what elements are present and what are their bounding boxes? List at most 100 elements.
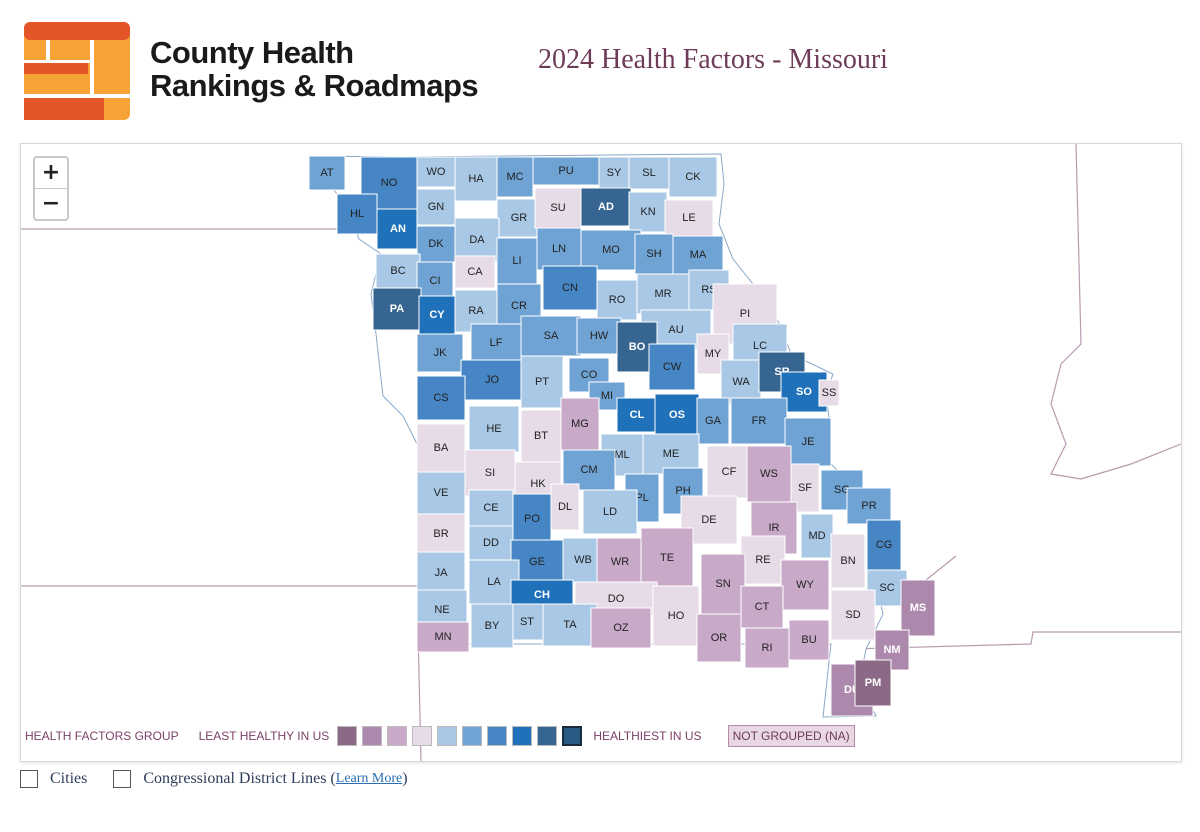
county-shape-wb[interactable] [562, 537, 604, 583]
county-shape-da[interactable] [454, 217, 500, 263]
county-ja[interactable]: JA [416, 551, 466, 595]
county-ri[interactable]: RI [744, 627, 790, 669]
county-md[interactable]: MD [800, 513, 834, 559]
county-shape-ge[interactable] [510, 539, 564, 585]
county-shape-le[interactable] [664, 199, 714, 237]
county-shape-ve[interactable] [416, 471, 466, 515]
county-shape-ms[interactable] [900, 579, 936, 637]
county-shape-sy[interactable] [598, 156, 630, 190]
county-shape-sh[interactable] [634, 233, 674, 275]
county-sy[interactable]: SY [598, 156, 630, 190]
county-dl[interactable]: DL [550, 483, 580, 531]
county-ld[interactable]: LD [582, 489, 638, 535]
county-po[interactable]: PO [512, 493, 552, 545]
county-shape-sn[interactable] [700, 553, 746, 615]
county-cn[interactable]: CN [542, 265, 598, 311]
county-an[interactable]: AN [376, 208, 420, 250]
county-pr[interactable]: PR [846, 487, 892, 525]
county-shape-re[interactable] [740, 535, 786, 585]
county-ta[interactable]: TA [542, 603, 598, 647]
county-ga[interactable]: GA [696, 397, 730, 445]
county-shape-he[interactable] [468, 405, 520, 453]
county-shape-ad[interactable] [580, 187, 632, 227]
county-ws[interactable]: WS [746, 445, 792, 503]
county-shape-wr[interactable] [596, 537, 644, 587]
county-shape-ca[interactable] [454, 255, 496, 289]
county-pa[interactable]: PA [372, 287, 422, 331]
county-wr[interactable]: WR [596, 537, 644, 587]
county-si[interactable]: SI [464, 449, 516, 497]
county-bc[interactable]: BC [375, 253, 421, 289]
county-pt[interactable]: PT [520, 355, 564, 409]
county-shape-or[interactable] [696, 613, 742, 663]
county-shape-ja[interactable] [416, 551, 466, 595]
county-mn[interactable]: MN [416, 621, 470, 653]
county-ck[interactable]: CK [668, 156, 718, 198]
county-shape-ga[interactable] [696, 397, 730, 445]
county-ct[interactable]: CT [740, 585, 784, 629]
county-shape-by[interactable] [470, 603, 514, 649]
county-wo[interactable]: WO [416, 156, 456, 188]
county-ca[interactable]: CA [454, 255, 496, 289]
county-layer[interactable]: AT NO WO HA MC PU SY SL CK HL AN GN GR SU AD KN LE DK DA LI… [308, 155, 936, 717]
county-ro[interactable]: RO [596, 279, 638, 321]
county-shape-su[interactable] [534, 187, 582, 229]
county-shape-pu[interactable] [532, 156, 600, 186]
county-ve[interactable]: VE [416, 471, 466, 515]
county-at[interactable]: AT [308, 155, 346, 191]
county-shape-bt[interactable] [520, 409, 562, 463]
county-shape-ha[interactable] [454, 156, 498, 202]
county-shape-ld[interactable] [582, 489, 638, 535]
zoom-out-button[interactable]: − [35, 188, 67, 219]
county-shape-po[interactable] [512, 493, 552, 545]
county-shape-pa[interactable] [372, 287, 422, 331]
county-mo[interactable]: MO [580, 229, 642, 271]
county-shape-ta[interactable] [542, 603, 598, 647]
county-me[interactable]: ME [642, 433, 700, 475]
county-shape-ba[interactable] [416, 423, 466, 473]
county-shape-cy[interactable] [418, 295, 456, 335]
county-st[interactable]: ST [510, 603, 544, 641]
county-cf[interactable]: CF [706, 445, 752, 499]
county-dd[interactable]: DD [468, 525, 514, 561]
county-gr[interactable]: GR [496, 198, 542, 238]
county-shape-sa[interactable] [520, 315, 582, 357]
county-shape-ci[interactable] [416, 261, 454, 301]
missouri-map[interactable]: AT NO WO HA MC PU SY SL CK HL AN GN GR SU AD KN LE DK DA LI… [21, 144, 1181, 761]
learn-more-link[interactable]: Learn More [335, 771, 403, 786]
county-wb[interactable]: WB [562, 537, 604, 583]
county-os[interactable]: OS [654, 393, 700, 437]
county-je[interactable]: JE [784, 417, 832, 467]
county-shape-bn[interactable] [830, 533, 866, 589]
county-bu[interactable]: BU [788, 619, 830, 661]
county-ha[interactable]: HA [454, 156, 498, 202]
county-bt[interactable]: BT [520, 409, 562, 463]
county-kn[interactable]: KN [628, 191, 668, 233]
county-shape-at[interactable] [308, 155, 346, 191]
county-sn[interactable]: SN [700, 553, 746, 615]
county-he[interactable]: HE [468, 405, 520, 453]
county-shape-cg[interactable] [866, 519, 902, 571]
county-mg[interactable]: MG [560, 397, 600, 451]
county-or[interactable]: OR [696, 613, 742, 663]
county-pu[interactable]: PU [532, 156, 600, 186]
county-shape-cw[interactable] [648, 343, 696, 391]
county-fr[interactable]: FR [730, 397, 788, 445]
county-shape-gn[interactable] [416, 188, 456, 226]
district-lines-checkbox[interactable] [113, 770, 132, 788]
county-shape-ma[interactable] [672, 235, 724, 275]
county-cg[interactable]: CG [866, 519, 902, 571]
county-shape-ss[interactable] [818, 379, 840, 407]
county-shape-si[interactable] [464, 449, 516, 497]
county-cs[interactable]: CS [416, 375, 466, 421]
county-wy[interactable]: WY [780, 559, 830, 611]
county-ad[interactable]: AD [580, 187, 632, 227]
county-shape-os[interactable] [654, 393, 700, 437]
county-shape-ri[interactable] [744, 627, 790, 669]
county-shape-an[interactable] [376, 208, 420, 250]
county-shape-hw[interactable] [576, 317, 622, 355]
county-shape-dd[interactable] [468, 525, 514, 561]
county-gn[interactable]: GN [416, 188, 456, 226]
county-shape-lf[interactable] [470, 323, 522, 363]
county-shape-kn[interactable] [628, 191, 668, 233]
